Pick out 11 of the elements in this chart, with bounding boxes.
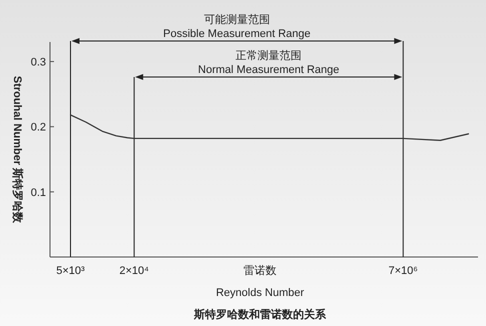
y-tick-label: 0.3 — [30, 56, 46, 69]
x-tick-label: 5×10³ — [56, 265, 86, 277]
x-tick-label: 2×10⁴ — [119, 265, 150, 277]
x-tick-label: 7×10⁶ — [388, 265, 418, 277]
y-tick-label: 0.2 — [30, 122, 46, 134]
y-tick-label: 0.1 — [30, 186, 46, 199]
text: 斯特罗哈数和雷诺数的关系 — [193, 308, 327, 321]
y-axis-title: Strouhal Number 斯特罗哈数 — [11, 76, 24, 224]
text: 可能测量范围 Possible Measurement Range — [163, 13, 311, 40]
annotation: 正常测量范围 Normal Measurement Range — [198, 49, 340, 76]
x-axis-title: 雷诺数 Reynolds Number — [216, 264, 304, 299]
